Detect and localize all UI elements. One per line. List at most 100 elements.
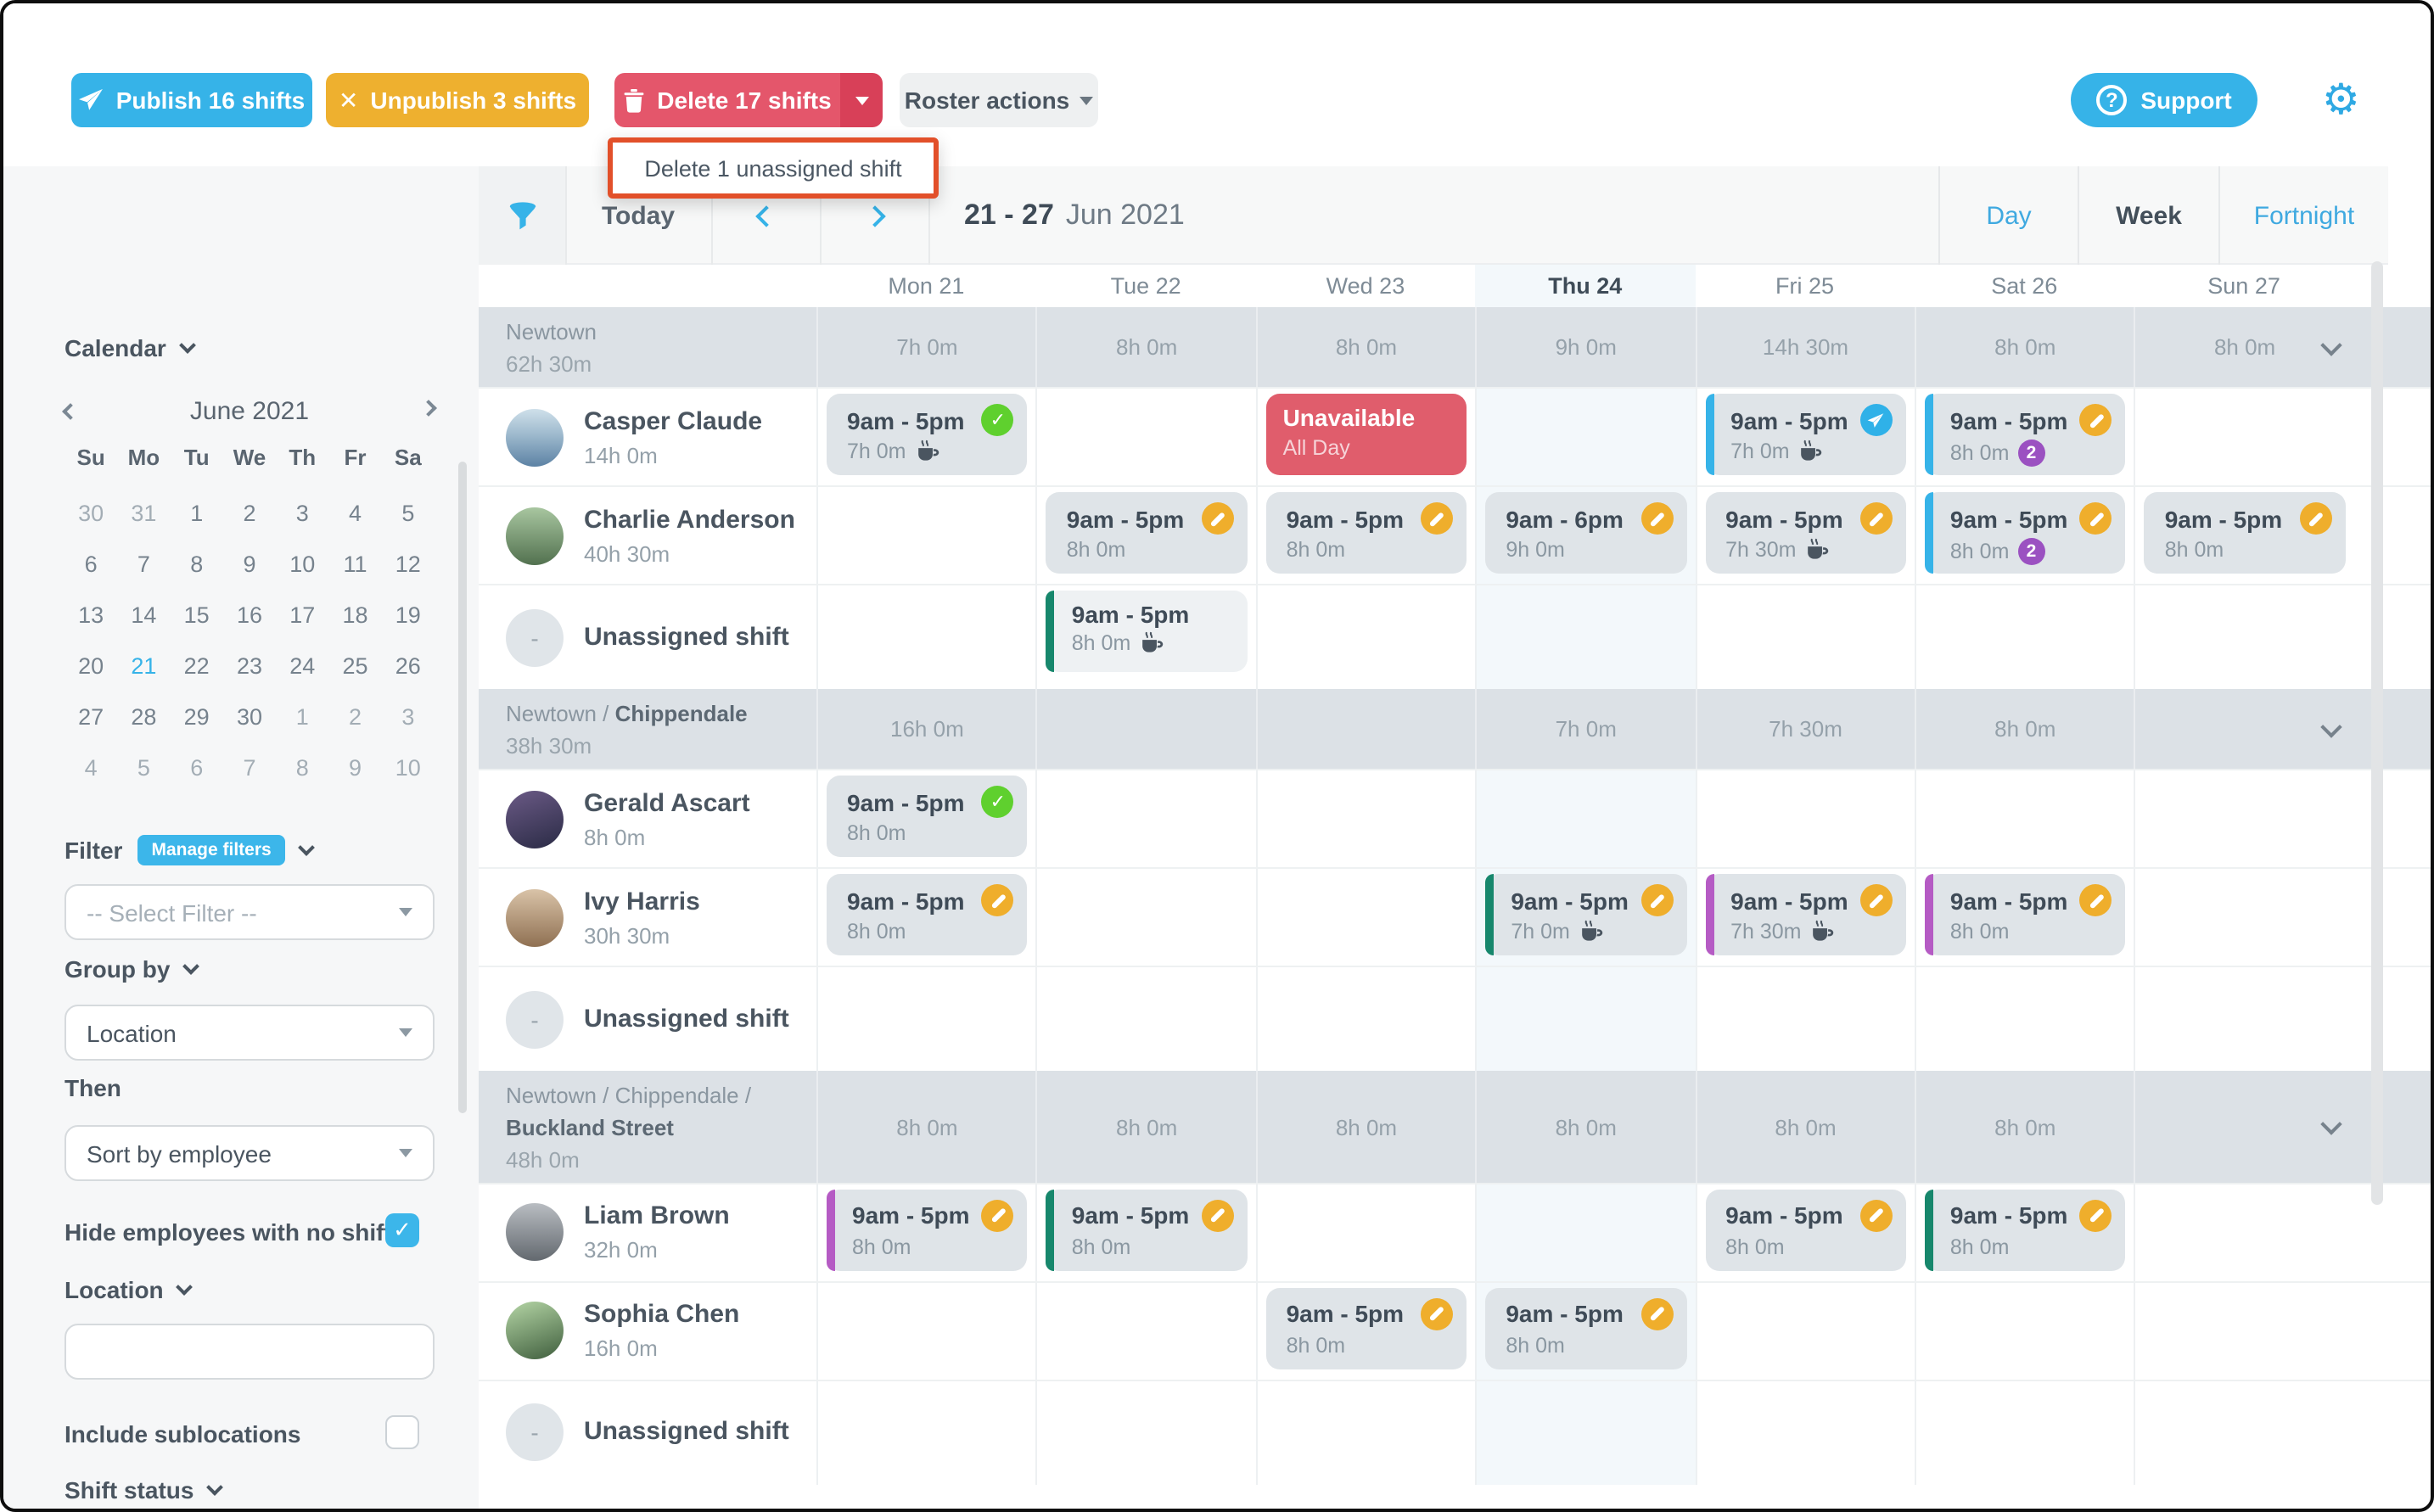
calendar-day[interactable]: 26 xyxy=(395,653,421,679)
shift-cell[interactable] xyxy=(1695,585,1915,690)
shift-cell[interactable] xyxy=(1475,967,1696,1072)
calendar-day[interactable]: 7 xyxy=(137,552,150,577)
shift-card[interactable]: 9am - 5pm ✓ 8h 0m xyxy=(827,776,1028,858)
select-filter-dropdown[interactable]: -- Select Filter -- xyxy=(64,884,435,940)
shift-cell[interactable]: 9am - 5pm 8h 0m xyxy=(1695,1184,1915,1281)
shift-card[interactable]: 9am - 5pm 7h 30m xyxy=(1705,874,1906,956)
shift-cell[interactable]: 9am - 5pm 8h 0m xyxy=(1475,1282,1696,1380)
calendar-day[interactable]: 14 xyxy=(131,602,157,628)
shift-card[interactable]: 9am - 5pm 8h 0m xyxy=(1705,1189,1906,1271)
shift-cell[interactable] xyxy=(1695,770,1915,868)
shift-cell[interactable] xyxy=(1255,967,1476,1072)
shift-cell[interactable]: 9am - 5pm 7h 30m xyxy=(1695,869,1915,966)
delete-menu-item[interactable]: Delete 1 unassigned shift xyxy=(644,155,902,181)
calendar-day[interactable]: 27 xyxy=(78,704,104,730)
shift-card[interactable]: 9am - 5pm ✓ 7h 0m xyxy=(827,394,1028,476)
roster-actions-button[interactable]: Roster actions xyxy=(900,73,1098,127)
calendar-day[interactable]: 5 xyxy=(401,501,415,526)
today-button[interactable]: Today xyxy=(601,201,676,230)
shift-cell[interactable] xyxy=(2134,1282,2354,1380)
shift-cell[interactable] xyxy=(1475,770,1696,868)
sidebar-scrollbar[interactable] xyxy=(458,462,467,1113)
shift-cell[interactable]: 9am - 5pm 7h 30m xyxy=(1695,487,1915,585)
shift-cell[interactable]: 9am - 5pm 7h 0m xyxy=(1695,389,1915,486)
shift-cell[interactable] xyxy=(816,585,1036,690)
shift-cell[interactable]: 9am - 5pm 8h 0m 2 xyxy=(1914,389,2134,486)
filter-funnel-button[interactable] xyxy=(479,166,565,265)
location-input[interactable] xyxy=(64,1324,435,1380)
shift-cell[interactable] xyxy=(2134,967,2354,1072)
shift-card[interactable]: 9am - 5pm 8h 0m xyxy=(1046,492,1248,574)
calendar-day[interactable]: 24 xyxy=(289,653,316,679)
include-sublocations-checkbox[interactable] xyxy=(385,1415,419,1449)
shift-card[interactable]: 9am - 5pm 8h 0m xyxy=(1924,874,2126,956)
shift-cell[interactable] xyxy=(1255,869,1476,966)
shift-cell[interactable]: 9am - 5pm 8h 0m xyxy=(1035,1184,1256,1281)
calendar-day[interactable]: 11 xyxy=(343,552,367,577)
shift-cell[interactable] xyxy=(2134,1380,2354,1485)
shift-cell[interactable]: Unavailable All Day xyxy=(1255,389,1476,486)
calendar-day[interactable]: 1 xyxy=(295,704,309,730)
group-header-row[interactable]: Newtown / Chippendale 38h 30m 16h 0m 7h 0m 7… xyxy=(479,689,2431,770)
chevron-down-icon[interactable] xyxy=(297,838,315,855)
calendar-day[interactable]: 31 xyxy=(131,501,157,526)
tab-day[interactable]: Day xyxy=(1938,166,2078,265)
shift-card[interactable]: 9am - 5pm 8h 0m xyxy=(1485,1287,1687,1369)
calendar-day[interactable]: 3 xyxy=(401,704,415,730)
shift-cell[interactable] xyxy=(1914,1380,2134,1485)
group-collapse-chevron-icon[interactable] xyxy=(2319,333,2342,356)
shift-cell[interactable] xyxy=(2134,869,2354,966)
calendar-day[interactable]: 13 xyxy=(78,602,104,628)
calendar-day[interactable]: 19 xyxy=(395,602,421,628)
shift-card[interactable]: 9am - 5pm 8h 0m xyxy=(827,1189,1028,1271)
shift-cell[interactable] xyxy=(1255,1184,1476,1281)
calendar-day[interactable]: 5 xyxy=(137,755,150,781)
calendar-day[interactable]: 9 xyxy=(349,755,362,781)
tab-week[interactable]: Week xyxy=(2078,166,2218,265)
shift-cell[interactable]: 9am - 5pm 8h 0m xyxy=(1914,869,2134,966)
shift-cell[interactable] xyxy=(2134,770,2354,868)
group-collapse-chevron-icon[interactable] xyxy=(2319,715,2342,738)
shift-cell[interactable] xyxy=(1255,1380,1476,1485)
calendar-day[interactable]: 28 xyxy=(131,704,157,730)
publish-shifts-button[interactable]: Publish 16 shifts xyxy=(71,73,312,127)
main-scrollbar[interactable] xyxy=(2371,261,2383,1205)
shift-card[interactable]: 9am - 5pm 8h 0m xyxy=(827,874,1028,956)
unavailable-card[interactable]: Unavailable All Day xyxy=(1265,394,1467,476)
shift-cell[interactable] xyxy=(816,1282,1036,1380)
calendar-day[interactable]: 21 xyxy=(131,653,157,679)
delete-shifts-button[interactable]: Delete 17 shifts xyxy=(614,73,840,127)
calendar-day[interactable]: 7 xyxy=(243,755,256,781)
hide-no-shifts-checkbox[interactable]: ✓ xyxy=(385,1213,419,1247)
calendar-day[interactable]: 2 xyxy=(349,704,362,730)
calendar-day[interactable]: 30 xyxy=(236,704,262,730)
then-sort-dropdown[interactable]: Sort by employee xyxy=(64,1125,435,1181)
shift-cell[interactable]: 9am - 5pm 8h 0m xyxy=(1035,585,1256,690)
shift-cell[interactable]: 9am - 5pm 8h 0m xyxy=(1255,1282,1476,1380)
shift-cell[interactable] xyxy=(1914,967,2134,1072)
shift-card[interactable]: 9am - 5pm 8h 0m xyxy=(1265,492,1467,574)
shift-cell[interactable] xyxy=(1475,585,1696,690)
calendar-day[interactable]: 2 xyxy=(243,501,256,526)
shift-cell[interactable] xyxy=(1255,770,1476,868)
shift-cell[interactable] xyxy=(2134,389,2354,486)
calendar-day[interactable]: 30 xyxy=(78,501,104,526)
shift-status-section-toggle[interactable]: Shift status xyxy=(64,1476,224,1504)
group-collapse-chevron-icon[interactable] xyxy=(2319,1113,2342,1135)
shift-cell[interactable]: 9am - 5pm 8h 0m xyxy=(816,1184,1036,1281)
shift-cell[interactable] xyxy=(1914,770,2134,868)
calendar-day[interactable]: 4 xyxy=(84,755,98,781)
group-by-dropdown[interactable]: Location xyxy=(64,1005,435,1061)
group-by-section-toggle[interactable]: Group by xyxy=(64,955,200,983)
shift-cell[interactable] xyxy=(1914,585,2134,690)
shift-cell[interactable] xyxy=(2134,585,2354,690)
shift-card[interactable]: 9am - 5pm 8h 0m xyxy=(1924,1189,2126,1271)
shift-cell[interactable] xyxy=(1035,1380,1256,1485)
calendar-day[interactable]: 18 xyxy=(342,602,368,628)
tab-fortnight[interactable]: Fortnight xyxy=(2218,166,2388,265)
shift-card[interactable]: 9am - 5pm 8h 0m xyxy=(1046,591,1248,673)
calendar-day[interactable]: 4 xyxy=(349,501,362,526)
shift-cell[interactable] xyxy=(2134,1184,2354,1281)
shift-cell[interactable] xyxy=(1475,389,1696,486)
shift-cell[interactable] xyxy=(1035,1282,1256,1380)
